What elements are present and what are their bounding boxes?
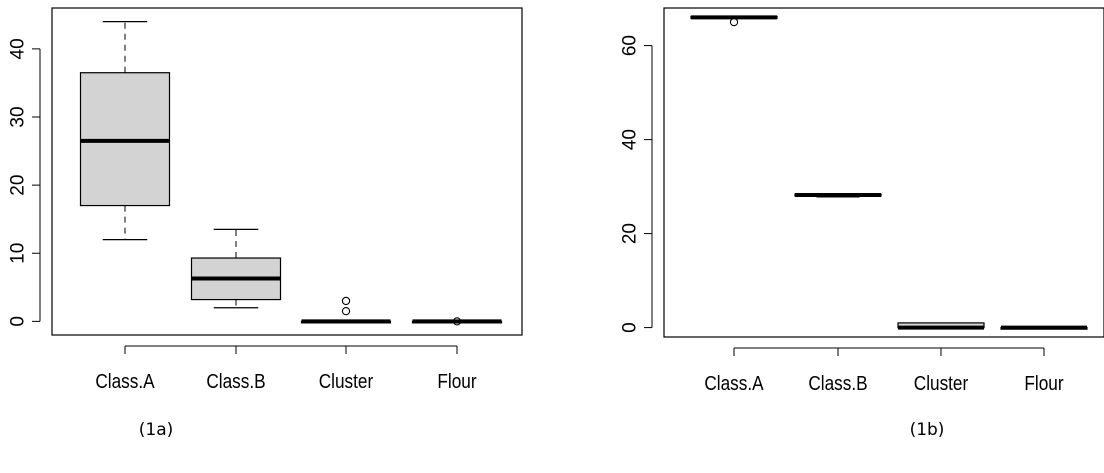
x-tick-label: Class.B — [206, 370, 265, 393]
y-tick-label: 10 — [8, 243, 29, 264]
x-tick-label: Class.B — [808, 372, 867, 395]
chart-panel-1a: 0 10 20 30 40 Class.A Class.B Cluster Flour (1a) — [8, 7, 523, 440]
y-tick-label: 20 — [620, 223, 641, 244]
outlier-point — [452, 317, 462, 326]
plot-frame — [663, 7, 1104, 338]
boxplot-1b: 0 20 40 60 Class.A Class.B Cluster Flour — [620, 7, 1104, 395]
caption-1b: (1b) — [909, 420, 945, 440]
y-tick-label: 0 — [8, 316, 29, 327]
x-tick-label: Class.A — [704, 372, 764, 395]
y-tick-label: 40 — [620, 129, 641, 150]
x-tick-label: Class.A — [95, 370, 155, 393]
outlier-point — [341, 296, 351, 306]
x-tick-label: Cluster — [914, 372, 968, 395]
x-tick-label: Flour — [437, 370, 476, 393]
y-tick-label: 0 — [620, 322, 641, 333]
y-tick-label: 20 — [8, 175, 29, 196]
outlier-point — [729, 17, 739, 27]
outlier-point — [341, 307, 351, 316]
plot-frame — [51, 7, 523, 336]
y-tick-label: 30 — [8, 106, 29, 127]
x-tick-label: Flour — [1024, 372, 1063, 395]
boxplot-1a: 0 10 20 30 40 Class.A Class.B Cluster Flour — [8, 7, 523, 393]
chart-panel-1b: 0 20 40 60 Class.A Class.B Cluster Flour (1b) — [552, 0, 1104, 473]
x-tick-label: Cluster — [319, 370, 373, 393]
y-tick-label: 60 — [620, 35, 641, 56]
caption-1a: (1a) — [138, 420, 174, 440]
y-tick-label: 40 — [8, 38, 29, 59]
